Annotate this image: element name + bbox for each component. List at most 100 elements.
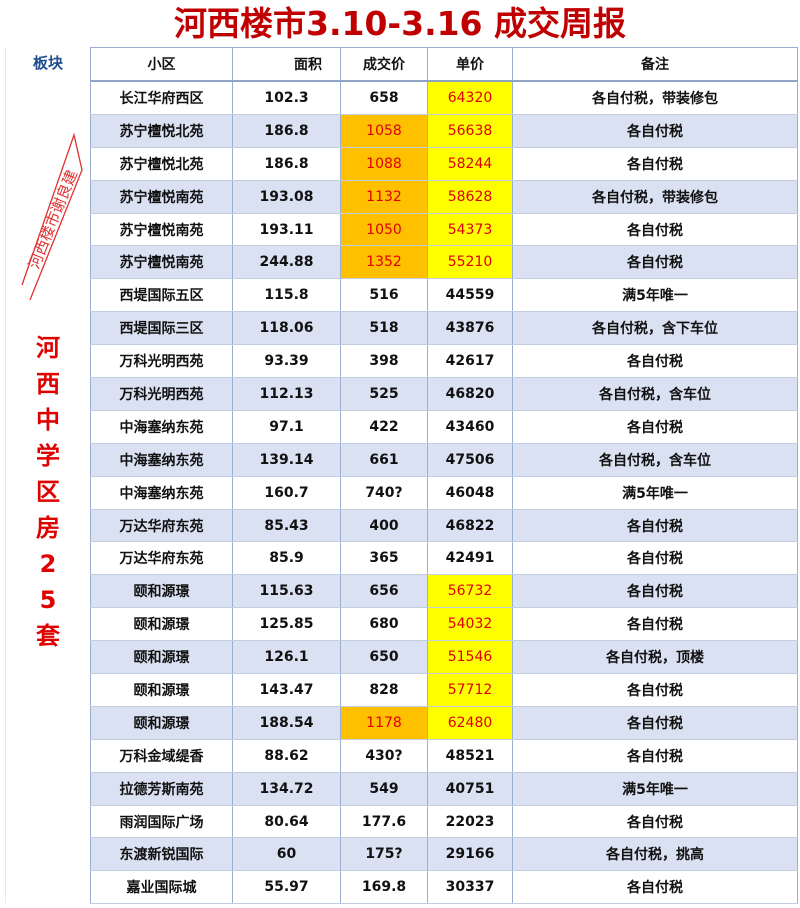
sector-label-char: 套 [36,621,60,650]
cell-note: 各自付税 [512,114,798,148]
cell-area: 134.72 [232,772,341,806]
sector-label-char: 2 [39,549,57,578]
cell-community: 长江华府西区 [90,81,233,115]
cell-unit-price: 54032 [427,607,513,642]
table-row: 颐和源璟 188.54 1178 62480 各自付税 [90,706,798,740]
table-row: 苏宁檀悦南苑 244.88 1352 55210 各自付税 [90,245,798,280]
table-header: 小区 面积 成交价 单价 备注 [90,47,798,82]
cell-area: 85.43 [232,509,341,543]
cell-price: 169.8 [340,870,428,905]
cell-area: 55.97 [232,870,341,905]
table-row: 苏宁檀悦北苑 186.8 1058 56638 各自付税 [90,114,798,148]
cell-community: 拉德芳斯南苑 [90,772,233,806]
cell-note: 各自付税 [512,739,798,773]
cell-price: 365 [340,541,428,576]
sector-label-char: 中 [36,405,60,434]
cell-unit-price: 22023 [427,805,513,839]
cell-price: 828 [340,673,428,707]
cell-community: 中海塞纳东苑 [90,476,233,510]
cell-note: 各自付税 [512,509,798,543]
table-row: 颐和源璟 125.85 680 54032 各自付税 [90,607,798,642]
cell-unit-price: 57712 [427,673,513,707]
cell-community: 嘉业国际城 [90,870,233,905]
cell-note: 各自付税，含下车位 [512,311,798,346]
cell-unit-price: 46820 [427,377,513,411]
cell-unit-price: 42491 [427,541,513,576]
table-row: 西堤国际三区 118.06 518 43876 各自付税，含下车位 [90,311,798,346]
cell-area: 60 [232,837,341,872]
sector-label-char: 区 [36,477,60,506]
cell-area: 118.06 [232,311,341,346]
sector-label-char: 西 [36,369,60,398]
cell-price: 400 [340,509,428,543]
cell-area: 139.14 [232,443,341,477]
cell-unit-price: 54373 [427,213,513,247]
cell-note: 满5年唯一 [512,278,798,313]
cell-area: 193.11 [232,213,341,247]
cell-community: 万达华府东苑 [90,541,233,576]
cell-price: 1132 [340,180,428,214]
table-row: 东渡新锐国际 60 175? 29166 各自付税，挑高 [90,837,798,872]
table-row: 拉德芳斯南苑 134.72 549 40751 满5年唯一 [90,772,798,806]
cell-area: 186.8 [232,147,341,181]
cell-area: 188.54 [232,706,341,740]
cell-area: 80.64 [232,805,341,839]
cell-note: 各自付税 [512,245,798,280]
cell-area: 97.1 [232,410,341,444]
cell-community: 万达华府东苑 [90,509,233,543]
cell-price: 175? [340,837,428,872]
cell-note: 各自付税，含车位 [512,443,798,477]
cell-community: 中海塞纳东苑 [90,443,233,477]
cell-community: 颐和源璟 [90,607,233,642]
table-row: 万达华府东苑 85.43 400 46822 各自付税 [90,509,798,543]
cell-note: 各自付税 [512,805,798,839]
cell-area: 186.8 [232,114,341,148]
table-row: 中海塞纳东苑 97.1 422 43460 各自付税 [90,410,798,444]
cell-note: 各自付税，顶楼 [512,640,798,675]
cell-community: 颐和源璟 [90,673,233,707]
cell-note: 各自付税 [512,673,798,707]
cell-unit-price: 64320 [427,81,513,115]
cell-area: 115.63 [232,574,341,609]
table-row: 颐和源璟 143.47 828 57712 各自付税 [90,673,798,707]
cell-note: 满5年唯一 [512,476,798,510]
table-row: 中海塞纳东苑 139.14 661 47506 各自付税，含车位 [90,443,798,477]
cell-unit-price: 44559 [427,278,513,313]
cell-unit-price: 46048 [427,476,513,510]
sector-label-char: 房 [36,513,60,542]
cell-note: 各自付税 [512,607,798,642]
table-row: 苏宁檀悦北苑 186.8 1088 58244 各自付税 [90,147,798,181]
cell-unit-price: 47506 [427,443,513,477]
cell-price: 525 [340,377,428,411]
col-header-area: 面积 [232,47,341,82]
cell-unit-price: 30337 [427,870,513,905]
cell-area: 88.62 [232,739,341,773]
cell-note: 各自付税 [512,147,798,181]
cell-community: 颐和源璟 [90,706,233,740]
cell-unit-price: 55210 [427,245,513,280]
sector-label-char: 5 [39,585,57,614]
cell-price: 422 [340,410,428,444]
cell-price: 430? [340,739,428,773]
cell-area: 85.9 [232,541,341,576]
cell-area: 244.88 [232,245,341,280]
cell-unit-price: 29166 [427,837,513,872]
cell-note: 各自付税 [512,410,798,444]
cell-unit-price: 42617 [427,344,513,379]
cell-area: 126.1 [232,640,341,675]
cell-community: 万科金域缇香 [90,739,233,773]
cell-community: 中海塞纳东苑 [90,410,233,444]
cell-price: 658 [340,81,428,115]
cell-area: 102.3 [232,81,341,115]
cell-note: 各自付税 [512,213,798,247]
sector-label-char: 学 [36,441,60,470]
table-row: 万科光明西苑 112.13 525 46820 各自付税，含车位 [90,377,798,411]
col-header-note: 备注 [512,47,798,82]
cell-unit-price: 56732 [427,574,513,609]
table-row: 中海塞纳东苑 160.7 740? 46048 满5年唯一 [90,476,798,510]
cell-note: 各自付税，含车位 [512,377,798,411]
divider [5,47,6,903]
cell-price: 398 [340,344,428,379]
cell-area: 143.47 [232,673,341,707]
cell-community: 苏宁檀悦北苑 [90,114,233,148]
